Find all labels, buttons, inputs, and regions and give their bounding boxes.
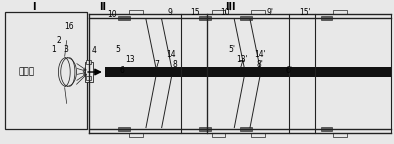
Bar [251,133,265,137]
Text: I: I [32,2,36,12]
Text: 13': 13' [236,55,248,64]
Text: 2: 2 [56,36,61,45]
Bar [86,76,91,80]
Bar [321,16,333,20]
Text: 1: 1 [51,45,56,54]
Text: 5': 5' [229,45,236,54]
Text: 16: 16 [65,22,74,31]
Text: 收集室: 收集室 [18,68,34,76]
Bar [212,133,225,137]
Bar [119,127,130,131]
Text: 8': 8' [256,60,263,69]
Text: 15': 15' [299,8,311,17]
Bar [5,12,87,129]
Bar [240,127,252,131]
Bar [85,62,93,82]
Bar [333,10,347,14]
Text: 5: 5 [115,45,120,54]
Bar [119,16,130,20]
Bar [199,16,211,20]
Bar [333,133,347,137]
Text: 9: 9 [167,8,172,17]
Bar [199,127,211,131]
Bar [129,133,143,137]
Text: III: III [225,2,236,12]
Text: 4: 4 [92,46,97,55]
Bar [86,60,91,64]
Text: 13: 13 [125,55,135,64]
Text: 14: 14 [167,50,176,59]
Text: 7': 7' [239,60,245,69]
Bar [251,10,265,14]
Text: 15: 15 [190,8,200,17]
Text: II: II [99,2,106,12]
Bar [129,10,143,14]
Text: 8: 8 [172,60,177,69]
Text: 10: 10 [107,10,117,19]
Bar [240,16,252,20]
Bar [212,10,225,14]
Text: 10': 10' [221,8,232,17]
Bar [105,67,391,77]
Text: 14': 14' [254,50,266,59]
Text: 3: 3 [63,45,68,54]
Text: 7: 7 [154,60,160,69]
Text: 6: 6 [120,66,125,75]
Bar [321,127,333,131]
Text: 9': 9' [266,8,273,17]
Text: 6': 6' [286,66,293,75]
